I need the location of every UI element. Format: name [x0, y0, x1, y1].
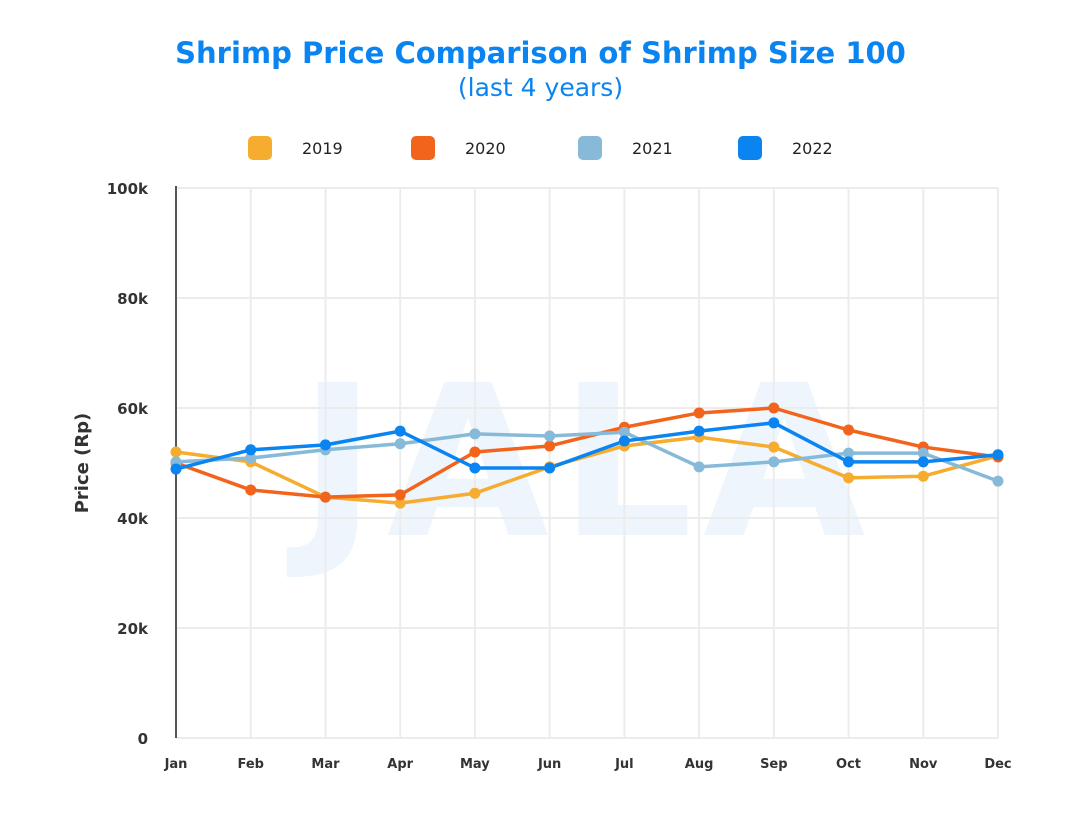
data-point-2019 [469, 487, 481, 499]
data-point-2022 [544, 462, 556, 474]
data-point-2020 [544, 440, 556, 452]
data-point-2021 [245, 452, 257, 464]
series-line-2019 [175, 435, 999, 505]
x-tick-label: Sep [760, 757, 788, 772]
legend-label: 2020 [465, 138, 506, 158]
x-tick-label: Oct [836, 757, 861, 772]
legend-label: 2019 [302, 138, 343, 158]
data-point-2020 [843, 424, 855, 436]
data-point-2022 [693, 425, 705, 437]
y-tick-label: 40k [117, 510, 149, 528]
data-point-2020 [394, 489, 406, 501]
x-tick-label: May [460, 757, 490, 772]
y-axis-label: Price (Rp) [72, 413, 93, 514]
legend-swatch [578, 136, 602, 160]
x-tick-label: Apr [387, 757, 413, 772]
legend-label: 2021 [632, 138, 673, 158]
chart-subtitle: (last 4 years) [457, 73, 624, 102]
data-point-2020 [319, 491, 331, 503]
data-point-2022 [394, 425, 406, 437]
y-tick-label: 80k [117, 290, 149, 308]
data-point-2021 [992, 475, 1004, 487]
data-point-2021 [843, 447, 855, 459]
legend-label: 2022 [792, 138, 833, 158]
series-line-2022 [175, 421, 999, 471]
y-tick-label: 20k [117, 620, 149, 638]
chart-title: Shrimp Price Comparison of Shrimp Size 1… [175, 36, 906, 70]
data-point-2021 [693, 461, 705, 473]
data-point-2021 [917, 447, 929, 459]
data-point-2022 [245, 444, 257, 456]
data-point-2019 [843, 472, 855, 484]
legend-item-2019: 2019 [248, 136, 343, 160]
data-point-2021 [544, 430, 556, 442]
legend-item-2020: 2020 [411, 136, 506, 160]
y-tick-label: 100k [107, 180, 149, 198]
legend-item-2021: 2021 [578, 136, 673, 160]
legend-swatch [411, 136, 435, 160]
data-point-2019 [170, 446, 182, 458]
data-point-2021 [768, 456, 780, 468]
data-point-2021 [394, 438, 406, 450]
data-point-2019 [917, 470, 929, 482]
data-point-2022 [469, 462, 481, 474]
y-tick-label: 0 [138, 730, 148, 748]
watermark-logo: JALA [287, 340, 876, 585]
data-point-2022 [319, 439, 331, 451]
x-tick-label: Feb [237, 757, 263, 772]
legend: 2019 2020 2021 2022 [0, 136, 1081, 164]
x-tick-label: Jun [537, 757, 561, 772]
data-point-2022 [917, 456, 929, 468]
data-point-2020 [693, 407, 705, 419]
series-line-2020 [175, 406, 999, 499]
data-point-2022 [170, 463, 182, 475]
data-point-2022 [618, 435, 630, 447]
data-point-2021 [618, 426, 630, 438]
y-tick-label: 60k [117, 400, 149, 418]
data-point-2021 [469, 428, 481, 440]
series-line-2021 [175, 430, 999, 483]
data-point-2022 [768, 417, 780, 429]
data-point-2019 [768, 441, 780, 453]
x-tick-label: Aug [685, 757, 714, 772]
data-point-2020 [469, 446, 481, 458]
legend-swatch [738, 136, 762, 160]
x-tick-label: Mar [311, 757, 340, 772]
data-point-2022 [992, 449, 1004, 461]
x-tick-label: Nov [909, 757, 938, 772]
data-point-2022 [843, 456, 855, 468]
x-tick-label: Dec [984, 757, 1011, 772]
data-point-2020 [245, 484, 257, 496]
data-point-2019 [394, 497, 406, 509]
data-point-2020 [768, 402, 780, 414]
x-tick-label: Jul [614, 757, 634, 772]
legend-swatch [248, 136, 272, 160]
x-tick-label: Jan [164, 757, 188, 772]
legend-item-2022: 2022 [738, 136, 833, 160]
